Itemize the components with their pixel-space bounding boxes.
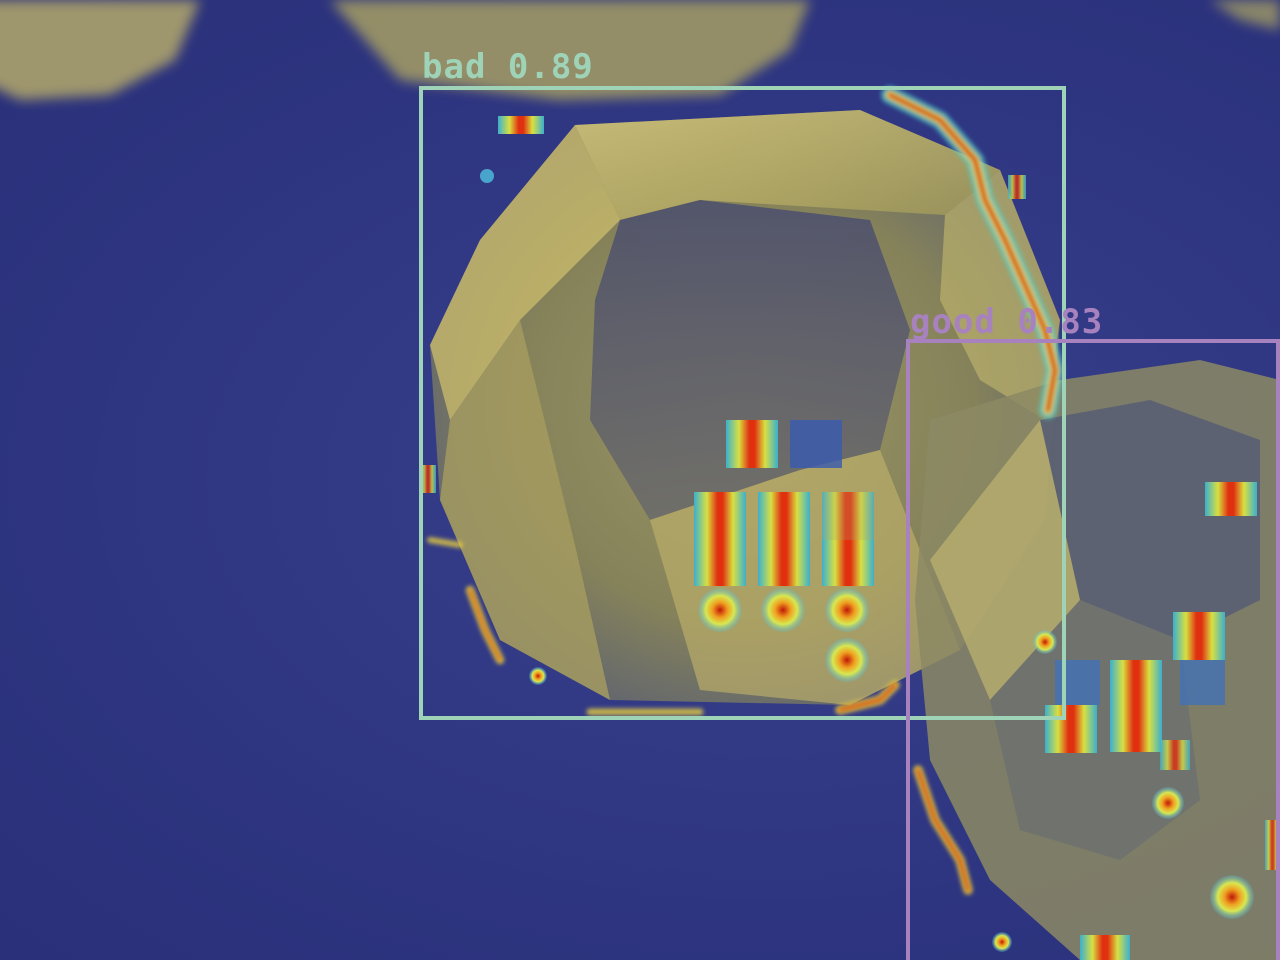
bounding-box-good bbox=[906, 339, 1280, 960]
detection-label-good: good 0.83 bbox=[910, 302, 1104, 342]
detection-label-bad: bad 0.89 bbox=[422, 47, 594, 87]
bounding-box-bad bbox=[419, 86, 1066, 720]
